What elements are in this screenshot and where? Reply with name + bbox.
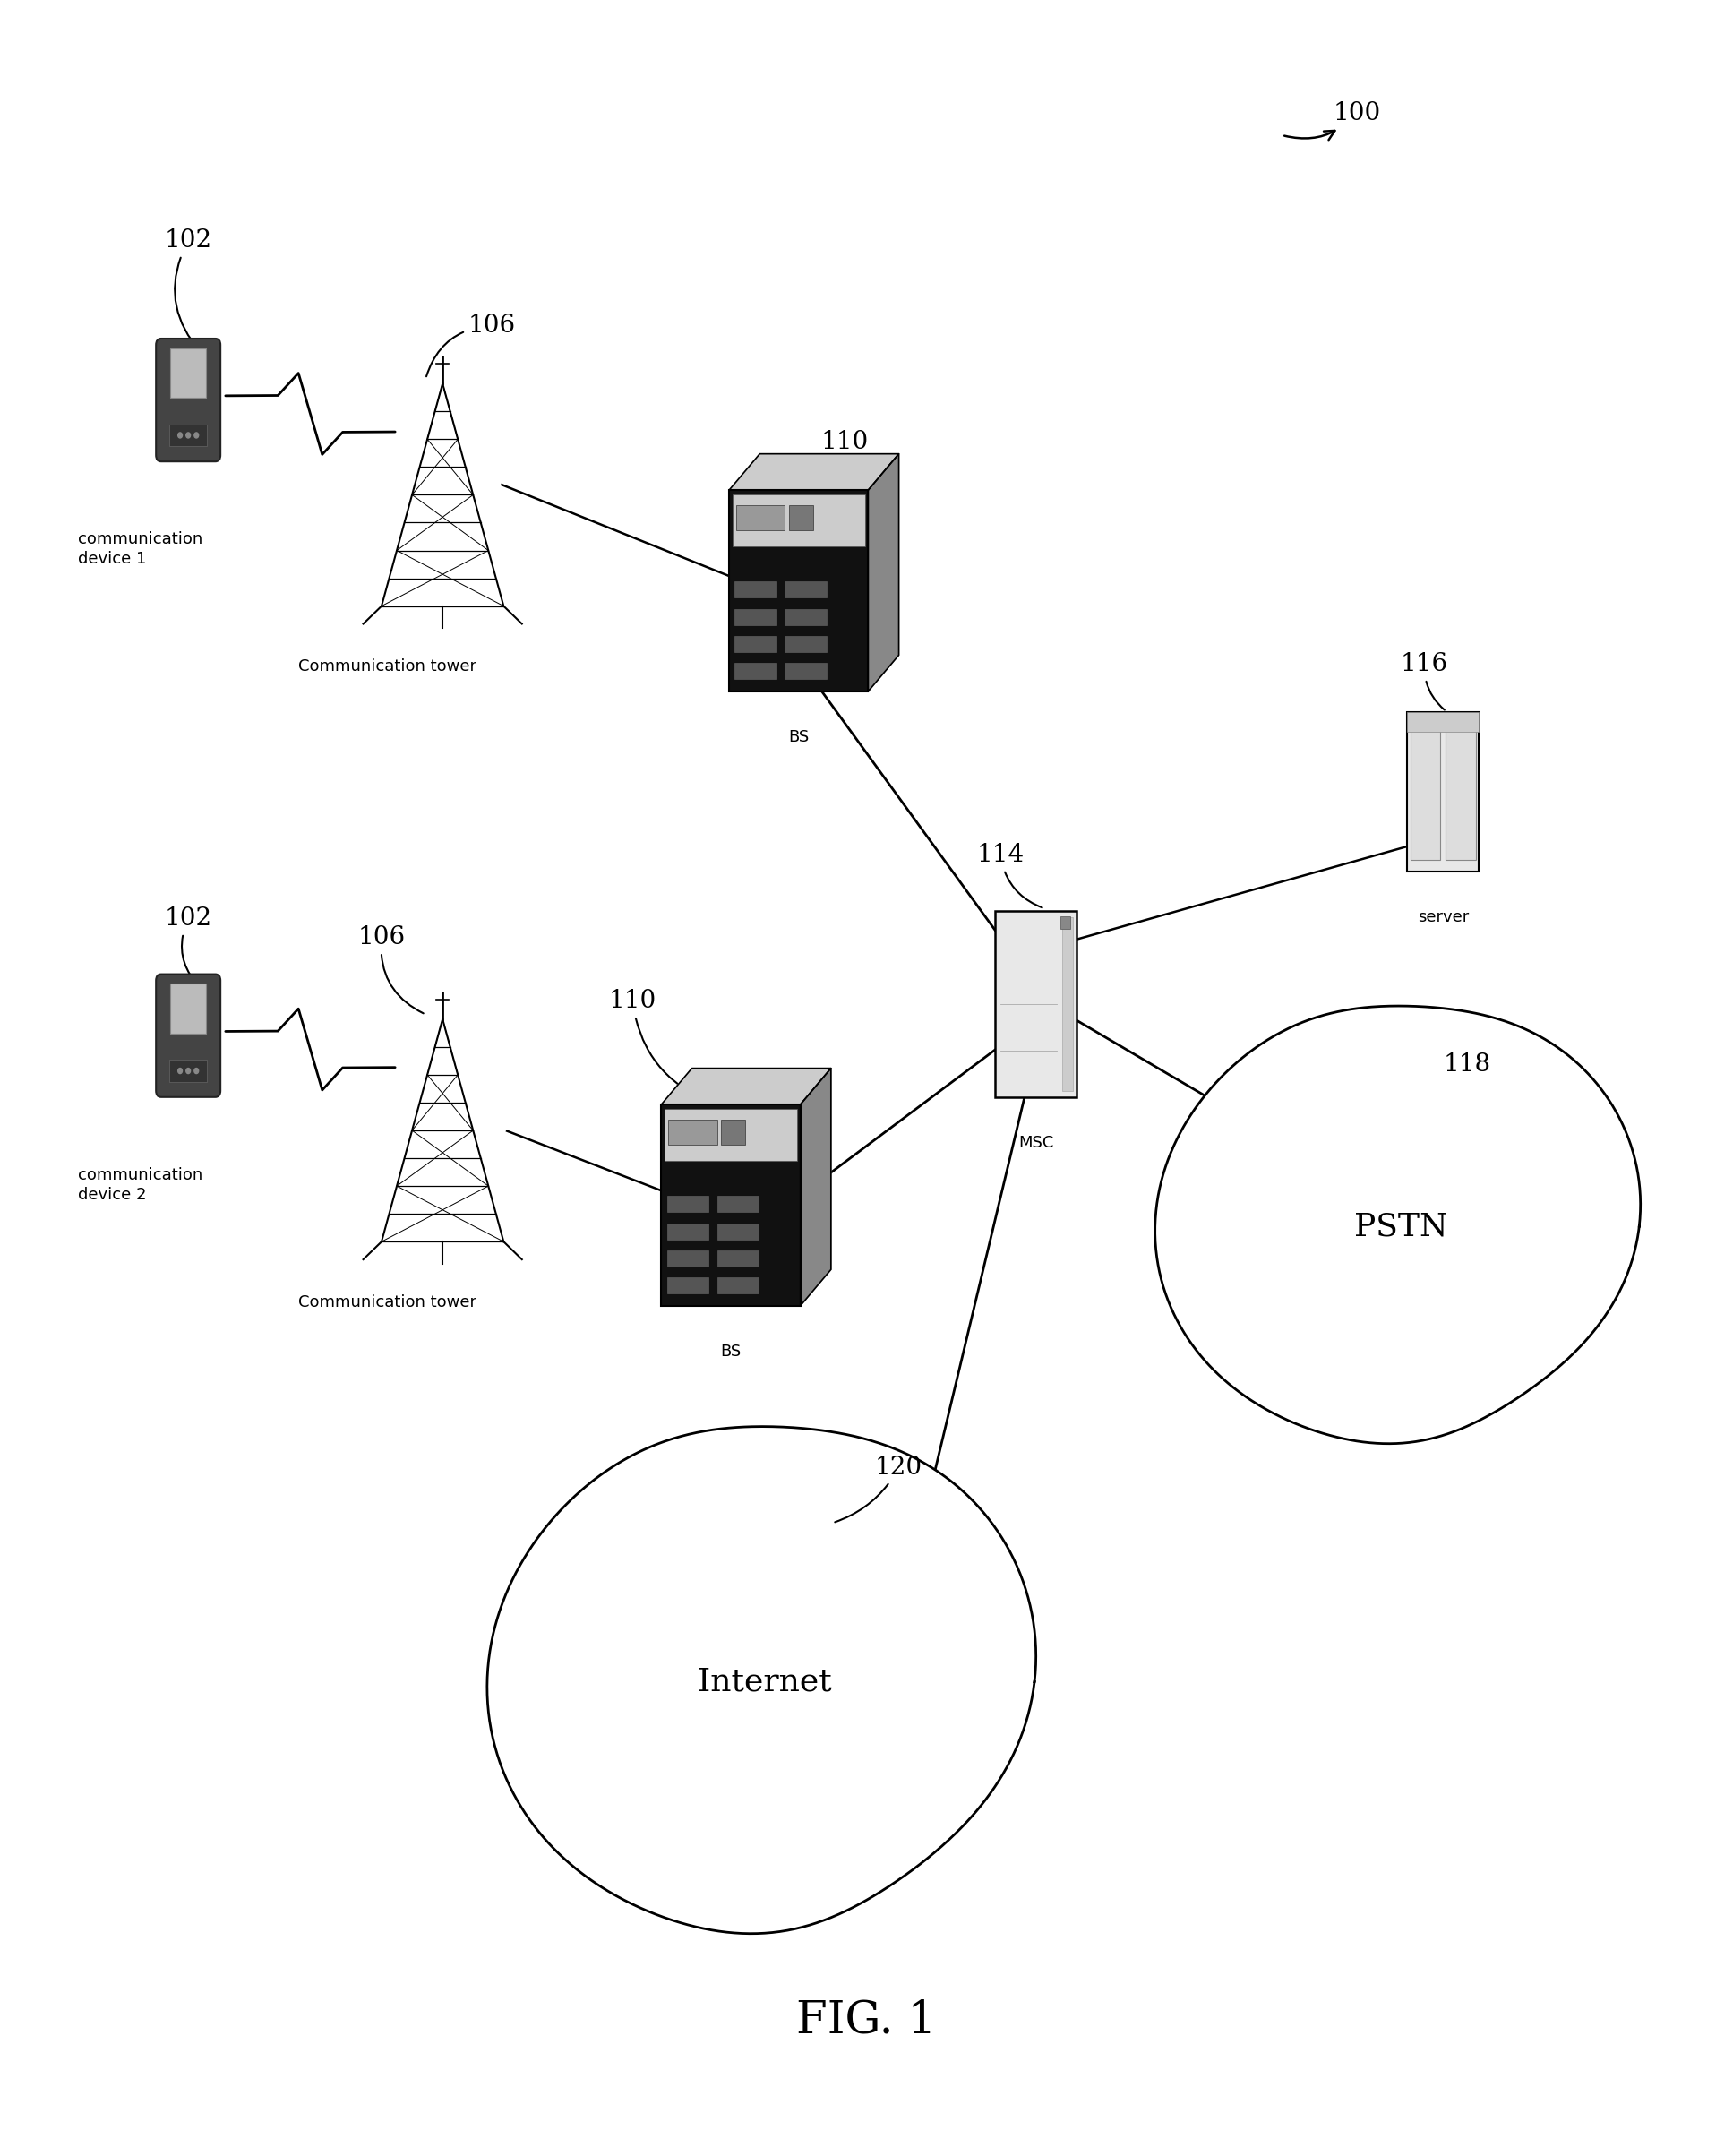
- Bar: [667, 1197, 709, 1212]
- Bar: [669, 1119, 717, 1145]
- Bar: [667, 1222, 709, 1240]
- Bar: [717, 1250, 759, 1266]
- Text: communication
device 1: communication device 1: [78, 530, 203, 567]
- Bar: [170, 983, 206, 1033]
- Polygon shape: [662, 1067, 830, 1104]
- Text: BS: BS: [721, 1343, 742, 1360]
- Bar: [1061, 916, 1069, 929]
- Text: server: server: [1418, 910, 1468, 925]
- Text: 116: 116: [1400, 653, 1449, 709]
- Text: communication
device 2: communication device 2: [78, 1166, 203, 1203]
- Bar: [735, 582, 776, 597]
- Bar: [1445, 724, 1477, 860]
- Polygon shape: [487, 1427, 1036, 1934]
- Bar: [667, 1250, 709, 1266]
- Polygon shape: [801, 1067, 830, 1307]
- Text: 110: 110: [821, 429, 868, 487]
- Bar: [170, 1061, 208, 1082]
- Bar: [665, 1108, 797, 1160]
- Text: Internet: Internet: [698, 1667, 832, 1697]
- Text: FIG. 1: FIG. 1: [797, 1999, 936, 2044]
- Polygon shape: [730, 453, 899, 489]
- Text: 118: 118: [1444, 1052, 1490, 1078]
- Bar: [785, 582, 827, 597]
- Text: 106: 106: [426, 313, 516, 377]
- Bar: [737, 505, 785, 530]
- Bar: [789, 505, 813, 530]
- Bar: [717, 1222, 759, 1240]
- Bar: [1407, 711, 1478, 871]
- Bar: [721, 1119, 745, 1145]
- Bar: [717, 1197, 759, 1212]
- Circle shape: [194, 1067, 199, 1074]
- Bar: [995, 910, 1076, 1097]
- Bar: [717, 1279, 759, 1294]
- Polygon shape: [1154, 1007, 1641, 1445]
- Bar: [730, 489, 868, 692]
- Bar: [1062, 916, 1073, 1091]
- Text: 110: 110: [608, 990, 712, 1102]
- Bar: [733, 494, 865, 545]
- Text: BS: BS: [789, 729, 809, 746]
- Bar: [662, 1104, 801, 1307]
- Text: 120: 120: [835, 1455, 922, 1522]
- Bar: [667, 1279, 709, 1294]
- Text: MSC: MSC: [1019, 1136, 1054, 1151]
- Text: 106: 106: [357, 925, 423, 1013]
- Circle shape: [185, 1067, 191, 1074]
- Polygon shape: [868, 453, 899, 692]
- Circle shape: [185, 433, 191, 438]
- Text: Communication tower: Communication tower: [298, 1294, 477, 1311]
- Text: 100: 100: [1284, 101, 1381, 140]
- Bar: [785, 636, 827, 651]
- Bar: [735, 636, 776, 651]
- Text: 102: 102: [165, 229, 211, 351]
- Bar: [735, 608, 776, 625]
- Bar: [170, 349, 206, 399]
- FancyBboxPatch shape: [156, 975, 220, 1097]
- Text: Communication tower: Communication tower: [298, 658, 477, 675]
- Bar: [1411, 724, 1440, 860]
- Bar: [735, 664, 776, 679]
- Bar: [785, 664, 827, 679]
- Text: 114: 114: [977, 843, 1042, 908]
- Bar: [785, 608, 827, 625]
- Bar: [1407, 711, 1478, 731]
- Circle shape: [178, 433, 182, 438]
- Text: 102: 102: [165, 908, 211, 987]
- Circle shape: [178, 1067, 182, 1074]
- Bar: [170, 425, 208, 446]
- Text: PSTN: PSTN: [1353, 1212, 1447, 1242]
- FancyBboxPatch shape: [156, 338, 220, 461]
- Circle shape: [194, 433, 199, 438]
